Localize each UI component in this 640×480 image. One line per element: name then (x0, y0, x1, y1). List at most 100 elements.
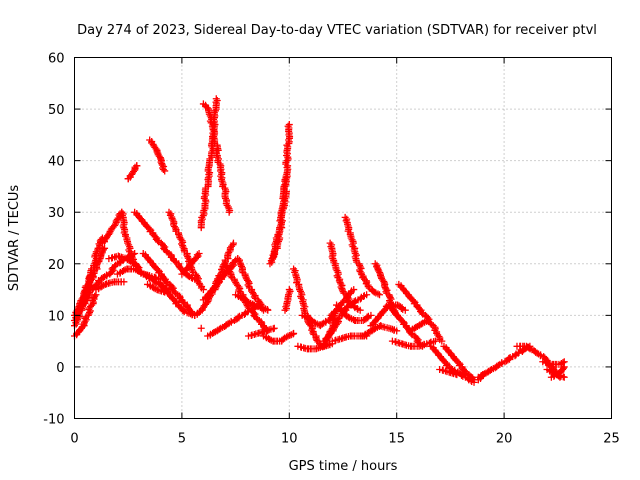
data-point (170, 222, 178, 230)
tick-labels: 0 5 10 15 20 25 -10 0 10 20 30 40 50 60 (43, 52, 620, 447)
data-point (397, 304, 405, 312)
data-point (438, 337, 446, 345)
data-point (367, 311, 375, 319)
data-point (225, 248, 233, 256)
data-point (120, 278, 128, 286)
data-point (376, 291, 384, 299)
x-tick-label: 20 (496, 432, 513, 447)
data-point (88, 270, 96, 278)
data-point (195, 249, 203, 257)
data-point (401, 306, 409, 314)
data-point (335, 277, 343, 285)
data-point (355, 260, 363, 268)
data-point (218, 265, 226, 273)
y-tick-label: 0 (56, 361, 64, 376)
data-point (498, 359, 506, 367)
data-point (431, 337, 439, 345)
data-point (559, 364, 567, 372)
data-point (536, 352, 544, 360)
y-tick-label: 50 (48, 103, 65, 118)
data-point (458, 372, 466, 380)
data-point (131, 260, 139, 268)
data-point (283, 333, 291, 341)
x-tick-label: 10 (281, 432, 298, 447)
data-point (86, 272, 94, 280)
data-point (241, 272, 249, 280)
data-point (235, 258, 243, 266)
data-point (179, 298, 187, 306)
data-point (225, 208, 233, 216)
data-point (133, 162, 141, 170)
data-point (363, 291, 371, 299)
data-point (162, 278, 170, 286)
plot-frame (74, 57, 612, 419)
data-point (129, 258, 137, 266)
data-point (179, 243, 187, 251)
x-tick-label: 25 (603, 432, 620, 447)
data-point (179, 307, 187, 315)
data-point (285, 121, 293, 129)
data-point (479, 371, 487, 379)
data-point (350, 286, 358, 294)
data-point (197, 324, 205, 332)
data-point (560, 373, 568, 381)
x-tick-label: 5 (178, 432, 186, 447)
data-point (227, 272, 235, 280)
data-point (85, 289, 93, 297)
data-point (159, 165, 167, 173)
data-point (338, 298, 346, 306)
data-point (229, 239, 237, 247)
chart-title: Day 274 of 2023, Sidereal Day-to-day VTE… (77, 23, 597, 38)
data-point (203, 104, 211, 112)
data-points (71, 95, 568, 386)
data-point (418, 309, 426, 317)
data-point (234, 313, 242, 321)
data-point (175, 230, 183, 238)
x-axis-label: GPS time / hours (289, 459, 398, 474)
data-point (199, 286, 207, 294)
data-point (74, 315, 82, 323)
y-tick-label: 10 (48, 309, 65, 324)
data-point (560, 363, 568, 371)
data-point (358, 271, 366, 279)
x-tick-label: 0 (70, 432, 78, 447)
data-point (250, 293, 258, 301)
y-axis-label: SDTVAR / TECUs (7, 185, 22, 292)
y-tick-label: 20 (48, 258, 65, 273)
data-point (226, 268, 234, 276)
data-point (99, 246, 107, 254)
data-point (423, 317, 431, 325)
data-point (370, 288, 378, 296)
data-point (227, 317, 235, 325)
data-point (244, 281, 252, 289)
data-point (290, 329, 298, 337)
data-point (171, 257, 179, 265)
x-tick-label: 15 (388, 432, 405, 447)
data-point (84, 293, 92, 301)
data-point (515, 348, 523, 356)
data-point (188, 267, 196, 275)
data-point (264, 306, 272, 314)
data-point (453, 371, 461, 379)
data-point (364, 283, 372, 291)
data-point (124, 175, 132, 183)
data-point (103, 271, 111, 279)
data-point (196, 281, 204, 289)
data-point (374, 290, 382, 298)
data-point (72, 319, 80, 327)
data-point (393, 327, 401, 335)
data-point (154, 237, 162, 245)
y-tick-label: 60 (48, 52, 65, 67)
data-point (101, 244, 109, 252)
data-point (168, 215, 176, 223)
data-point (282, 172, 290, 180)
data-point (178, 240, 186, 248)
data-point (237, 261, 245, 269)
y-tick-label: 30 (48, 206, 65, 221)
y-tick-label: -10 (43, 413, 64, 428)
data-point (183, 251, 191, 259)
data-point (137, 269, 145, 277)
data-point (343, 304, 351, 312)
